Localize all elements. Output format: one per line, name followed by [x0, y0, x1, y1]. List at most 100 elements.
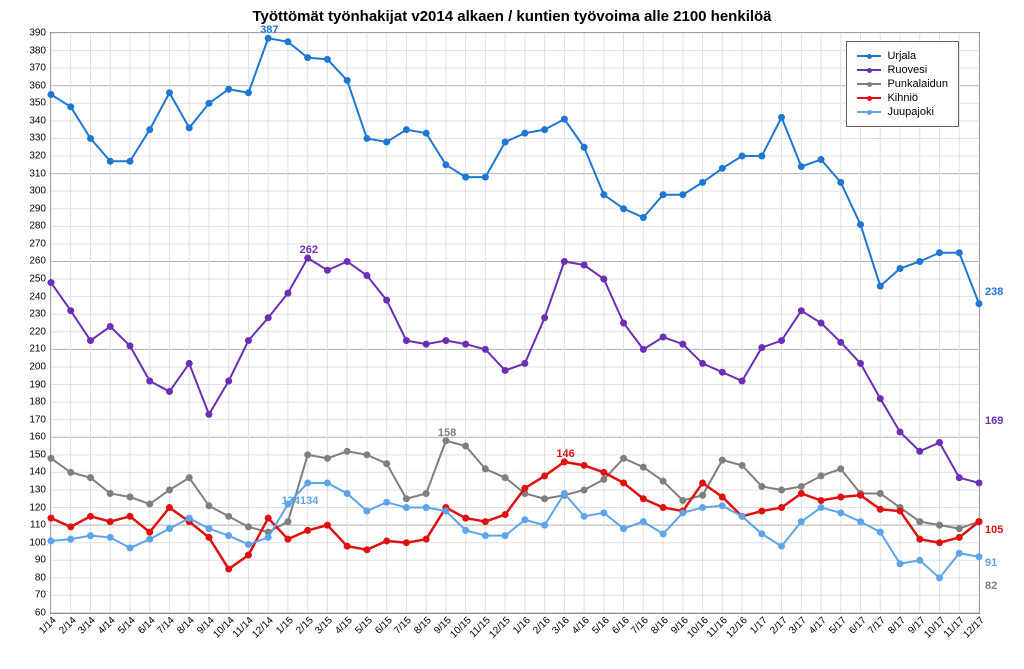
series-marker [818, 497, 825, 504]
series-marker [561, 116, 568, 123]
series-marker [423, 130, 430, 137]
series-marker [205, 525, 212, 532]
x-tick-label: 7/16 [630, 615, 652, 637]
series-marker [600, 509, 607, 516]
y-tick-label: 350 [6, 98, 46, 109]
series-marker [423, 490, 430, 497]
legend-item: Urjala [857, 50, 948, 62]
x-tick-label: 8/17 [886, 615, 908, 637]
y-tick-label: 310 [6, 168, 46, 179]
x-tick-label: 12/17 [961, 615, 986, 640]
data-callout: 169 [985, 415, 1003, 427]
series-marker [403, 495, 410, 502]
x-tick-label: 7/15 [393, 615, 415, 637]
series-marker [265, 534, 272, 541]
series-marker [600, 276, 607, 283]
x-tick-label: 1/17 [748, 615, 770, 637]
series-marker [324, 479, 331, 486]
y-tick-label: 90 [6, 555, 46, 566]
series-marker [363, 135, 370, 142]
x-tick-label: 5/14 [116, 615, 138, 637]
series-marker [344, 543, 351, 550]
series-marker [620, 479, 627, 486]
series-marker [462, 515, 469, 522]
series-marker [225, 566, 232, 573]
series-marker [561, 258, 568, 265]
series-marker [541, 314, 548, 321]
series-marker [482, 465, 489, 472]
x-tick-label: 3/17 [788, 615, 810, 637]
x-tick-label: 3/15 [314, 615, 336, 637]
series-marker [48, 91, 55, 98]
y-tick-label: 240 [6, 291, 46, 302]
y-tick-label: 130 [6, 484, 46, 495]
series-marker [956, 249, 963, 256]
series-marker [225, 378, 232, 385]
series-marker [442, 161, 449, 168]
series-marker [581, 462, 588, 469]
x-tick-label: 4/14 [96, 615, 118, 637]
series-marker [383, 460, 390, 467]
series-marker [798, 518, 805, 525]
series-marker [758, 344, 765, 351]
series-marker [818, 504, 825, 511]
y-tick-label: 100 [6, 537, 46, 548]
series-marker [107, 323, 114, 330]
series-marker [837, 494, 844, 501]
x-tick-label: 10/14 [211, 615, 236, 640]
series-marker [166, 486, 173, 493]
y-tick-label: 230 [6, 309, 46, 320]
x-tick-label: 12/15 [487, 615, 512, 640]
series-marker [916, 557, 923, 564]
series-marker [956, 525, 963, 532]
series-marker [936, 522, 943, 529]
x-tick-label: 1/15 [274, 615, 296, 637]
series-marker [126, 544, 133, 551]
y-tick-label: 360 [6, 80, 46, 91]
series-marker [462, 443, 469, 450]
series-marker [541, 472, 548, 479]
series-marker [897, 560, 904, 567]
y-tick-label: 190 [6, 379, 46, 390]
series-marker [344, 490, 351, 497]
series-marker [383, 138, 390, 145]
series-marker [67, 536, 74, 543]
series-marker [324, 56, 331, 63]
y-tick-label: 140 [6, 467, 46, 478]
series-marker [502, 138, 509, 145]
x-tick-label: 6/16 [610, 615, 632, 637]
y-tick-label: 150 [6, 449, 46, 460]
legend-label: Kihniö [887, 92, 918, 104]
y-tick-label: 160 [6, 432, 46, 443]
series-marker [719, 457, 726, 464]
series-marker [284, 38, 291, 45]
series-marker [600, 469, 607, 476]
y-tick-label: 280 [6, 221, 46, 232]
x-tick-label: 11/17 [942, 615, 967, 640]
series-marker [166, 525, 173, 532]
y-tick-label: 110 [6, 520, 46, 531]
series-marker [186, 474, 193, 481]
x-tick-label: 6/14 [136, 615, 158, 637]
x-tick-label: 2/15 [294, 615, 316, 637]
series-marker [877, 490, 884, 497]
series-marker [107, 518, 114, 525]
data-callout: 105 [985, 524, 1003, 536]
series-marker [699, 360, 706, 367]
series-marker [205, 534, 212, 541]
x-tick-label: 2/16 [531, 615, 553, 637]
legend-item: Ruovesi [857, 64, 948, 76]
data-callout: 82 [985, 580, 997, 592]
y-tick-label: 180 [6, 397, 46, 408]
series-marker [383, 499, 390, 506]
series-marker [67, 469, 74, 476]
series-line-Ruovesi [51, 258, 979, 483]
series-marker [976, 553, 983, 560]
series-marker [818, 320, 825, 327]
series-marker [284, 290, 291, 297]
x-tick-label: 3/14 [77, 615, 99, 637]
series-marker [719, 502, 726, 509]
series-marker [67, 523, 74, 530]
series-marker [166, 89, 173, 96]
y-tick-label: 210 [6, 344, 46, 355]
